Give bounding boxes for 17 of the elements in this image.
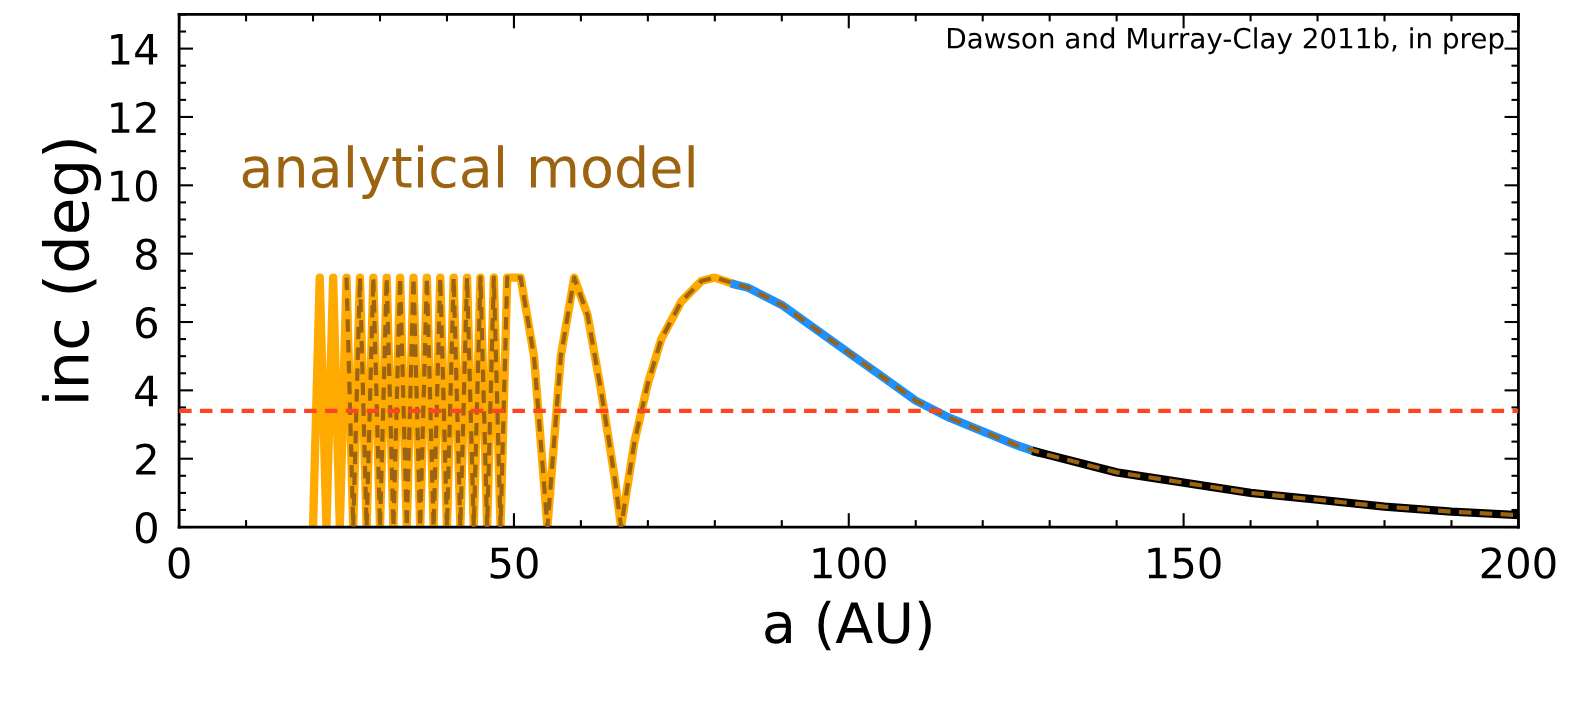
- x-tick-label: 100: [813, 547, 886, 579]
- y-tick-label: 12: [111, 101, 156, 133]
- x-tick-label: 50: [490, 547, 538, 579]
- x-tick-label: 200: [1481, 547, 1556, 579]
- x-tick-label: 0: [168, 547, 190, 579]
- y-tick-label: 10: [111, 170, 157, 202]
- y-tick-label: 4: [135, 375, 158, 407]
- y-tick-label: 14: [111, 34, 158, 65]
- x-tick-label: 150: [1148, 547, 1221, 579]
- series-label: analytical model: [242, 145, 694, 199]
- y-tick-label: 2: [136, 443, 156, 475]
- x-axis-title: a (AU): [765, 600, 931, 651]
- y-tick-label: 0: [135, 511, 157, 544]
- y-axis-title: inc (deg): [41, 140, 102, 401]
- y-tick-label: 8: [135, 238, 157, 271]
- annotation: Dawson and Murray-Clay 2011b, in prep: [948, 27, 1504, 55]
- y-tick-label: 6: [136, 306, 158, 339]
